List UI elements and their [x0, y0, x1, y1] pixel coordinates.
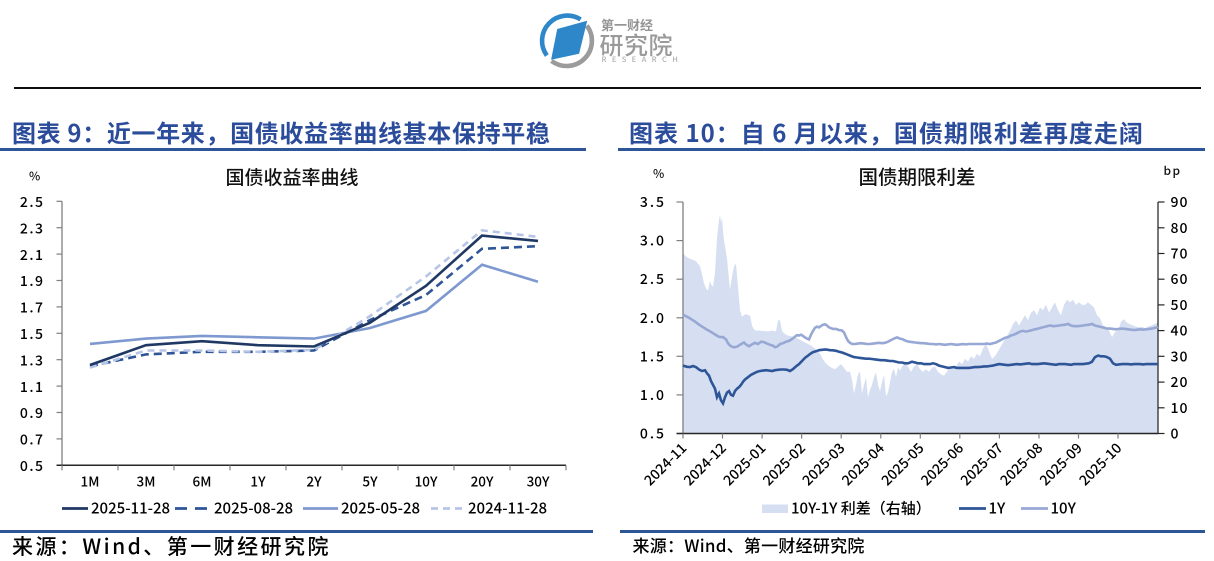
svg-text:0: 0: [1171, 424, 1180, 444]
svg-text:1.3: 1.3: [20, 350, 45, 370]
svg-text:2.5: 2.5: [640, 269, 666, 289]
svg-text:2024-11: 2024-11: [639, 438, 691, 490]
svg-text:2025-02: 2025-02: [758, 438, 810, 490]
svg-text:10: 10: [1171, 398, 1189, 418]
svg-text:3.0: 3.0: [640, 231, 666, 251]
svg-text:RESEARCH: RESEARCH: [602, 54, 684, 65]
svg-text:2025-05-28: 2025-05-28: [341, 498, 420, 519]
svg-text:2025-08-28: 2025-08-28: [214, 498, 293, 519]
svg-text:2025-01: 2025-01: [719, 438, 771, 490]
svg-text:20: 20: [1171, 372, 1189, 392]
svg-text:1.5: 1.5: [20, 324, 45, 344]
svg-text:1.7: 1.7: [20, 298, 45, 318]
svg-text:%: %: [653, 165, 664, 182]
svg-text:3.5: 3.5: [640, 192, 666, 212]
svg-text:30Y: 30Y: [527, 471, 550, 491]
svg-text:5Y: 5Y: [362, 471, 378, 491]
svg-text:10Y-1Y 利差（右轴）: 10Y-1Y 利差（右轴）: [791, 498, 931, 519]
svg-text:0.7: 0.7: [20, 430, 45, 450]
svg-text:2Y: 2Y: [306, 471, 322, 491]
svg-text:3M: 3M: [137, 471, 156, 491]
svg-text:1.5: 1.5: [640, 346, 666, 366]
svg-text:0.5: 0.5: [20, 456, 45, 476]
svg-text:2025-06: 2025-06: [916, 438, 968, 490]
svg-text:bp: bp: [1164, 162, 1182, 179]
svg-text:50: 50: [1171, 295, 1189, 315]
svg-text:10Y: 10Y: [415, 471, 438, 491]
svg-text:40: 40: [1171, 321, 1189, 341]
svg-text:2.3: 2.3: [20, 218, 45, 238]
svg-text:研究院: 研究院: [600, 26, 674, 61]
svg-text:70: 70: [1171, 244, 1189, 264]
svg-text:2.5: 2.5: [20, 192, 45, 212]
svg-text:2.1: 2.1: [20, 245, 45, 265]
svg-text:0.9: 0.9: [20, 403, 45, 423]
svg-text:2024-12: 2024-12: [679, 438, 731, 490]
svg-text:2025-11-28: 2025-11-28: [91, 498, 170, 519]
svg-text:2025-07: 2025-07: [956, 438, 1008, 490]
svg-text:1.9: 1.9: [20, 271, 45, 291]
svg-text:2.0: 2.0: [640, 308, 666, 328]
svg-text:1Y: 1Y: [250, 471, 266, 491]
svg-text:30: 30: [1171, 346, 1189, 366]
svg-text:国债期限利差: 国债期限利差: [858, 161, 975, 190]
svg-text:6M: 6M: [193, 471, 212, 491]
svg-text:2024-11-28: 2024-11-28: [468, 498, 547, 519]
svg-text:2025-04: 2025-04: [837, 438, 889, 490]
svg-text:2025-03: 2025-03: [798, 438, 850, 490]
svg-text:1.0: 1.0: [640, 385, 666, 405]
svg-text:10Y: 10Y: [1051, 498, 1077, 519]
svg-text:90: 90: [1171, 192, 1189, 212]
svg-text:0.5: 0.5: [640, 424, 666, 444]
svg-text:1.1: 1.1: [20, 377, 45, 397]
svg-text:20Y: 20Y: [471, 471, 494, 491]
svg-text:2025-05: 2025-05: [877, 438, 929, 490]
svg-text:%: %: [29, 168, 40, 185]
svg-text:2025-10: 2025-10: [1074, 438, 1126, 490]
svg-text:1Y: 1Y: [989, 498, 1007, 519]
svg-text:2025-08: 2025-08: [995, 438, 1047, 490]
svg-text:2025-09: 2025-09: [1035, 438, 1087, 490]
svg-text:60: 60: [1171, 269, 1189, 289]
svg-text:第一财经: 第一财经: [601, 15, 653, 34]
svg-text:80: 80: [1171, 218, 1189, 238]
svg-text:1M: 1M: [81, 471, 100, 491]
svg-text:国债收益率曲线: 国债收益率曲线: [225, 163, 358, 190]
